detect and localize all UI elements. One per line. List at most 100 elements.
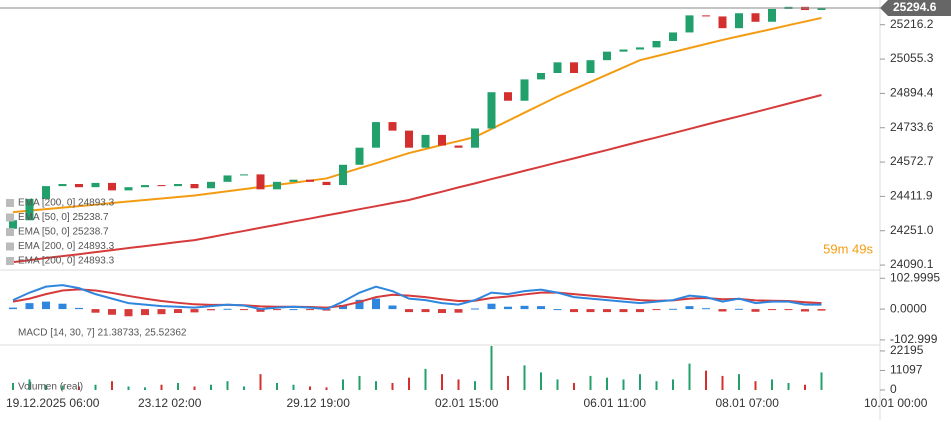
candle xyxy=(75,183,83,188)
candle xyxy=(322,181,331,186)
histogram-bar xyxy=(256,309,265,312)
x-tick-label: 29.12 19:00 xyxy=(287,396,351,410)
volume-bar xyxy=(424,368,427,390)
histogram-bar xyxy=(240,309,248,311)
x-tick-label: 08.01 07:00 xyxy=(716,396,780,410)
candle xyxy=(685,15,694,33)
histogram-bar xyxy=(306,309,314,311)
legend-entry: EMA [200, 0] 24893.3 xyxy=(18,256,115,267)
volume-bar xyxy=(28,379,31,390)
ema-line xyxy=(12,94,822,264)
y-tick-label: 25055.3 xyxy=(890,51,934,65)
histogram-bar xyxy=(372,298,380,310)
candle xyxy=(289,179,298,182)
volume-bar xyxy=(556,379,559,390)
x-tick-label: 02.01 15:00 xyxy=(435,396,499,410)
histogram-bar xyxy=(405,309,413,313)
volume-bar xyxy=(259,374,262,390)
histogram-bar xyxy=(25,303,34,310)
candle xyxy=(520,79,529,101)
last-price-label: 25294.6 xyxy=(893,0,937,14)
volume-bar xyxy=(160,384,163,390)
histogram-bar xyxy=(685,306,694,310)
volume-bar xyxy=(144,387,146,390)
volume-bar xyxy=(391,382,394,390)
candle xyxy=(504,92,512,101)
macd-line xyxy=(12,284,822,311)
legend-entry: EMA [200, 0] 24893.3 xyxy=(18,198,115,209)
histogram-bar xyxy=(438,309,446,313)
candle xyxy=(388,122,397,131)
candle xyxy=(306,179,314,182)
candle xyxy=(553,62,562,73)
histogram-bar xyxy=(388,305,397,310)
histogram-bar xyxy=(355,299,364,310)
volume-bar xyxy=(45,384,47,390)
histogram-bar xyxy=(42,301,50,310)
legend-icon xyxy=(6,213,14,222)
candle xyxy=(735,13,743,29)
candle xyxy=(339,164,347,186)
histogram-bar xyxy=(487,303,496,310)
volume-bar xyxy=(12,382,14,390)
histogram-bar xyxy=(768,309,776,311)
candle xyxy=(487,92,496,129)
volume-bar xyxy=(276,382,278,390)
histogram-bar xyxy=(751,309,760,312)
histogram-bar xyxy=(718,309,727,312)
volume-bar xyxy=(127,386,130,390)
candle xyxy=(586,60,595,73)
candle xyxy=(58,183,67,187)
histogram-bar xyxy=(91,309,100,313)
legend-icon xyxy=(6,199,14,207)
candle xyxy=(355,147,364,165)
histogram-bar xyxy=(471,308,479,310)
histogram-bar xyxy=(553,309,562,311)
y-tick-label: 24572.7 xyxy=(890,154,934,168)
histogram-bar xyxy=(603,309,611,313)
volume-bar xyxy=(507,375,509,390)
y-tick-label: 11097 xyxy=(890,363,923,377)
candle xyxy=(141,185,149,188)
candle xyxy=(223,175,232,182)
candle xyxy=(702,15,710,17)
y-tick-label: 24411.9 xyxy=(890,189,933,203)
volume-bar xyxy=(622,379,625,390)
candle xyxy=(25,198,34,221)
volume-bar xyxy=(111,381,113,390)
legend-entry: EMA [50, 0] 25238.7 xyxy=(18,212,109,223)
histogram-bar xyxy=(9,307,17,310)
volume-bar xyxy=(61,385,64,390)
volume-bar xyxy=(325,387,328,390)
candle xyxy=(405,130,413,148)
candle xyxy=(190,183,199,189)
candle xyxy=(718,16,727,29)
volume-bar xyxy=(639,374,641,390)
histogram-bar xyxy=(702,308,710,310)
histogram-bar xyxy=(520,305,529,310)
histogram-bar xyxy=(421,309,430,313)
histogram-bar xyxy=(652,309,661,311)
x-tick-label: 23.12 02:00 xyxy=(138,396,202,410)
legend-icon xyxy=(6,257,14,265)
volume-bar xyxy=(655,381,658,390)
ema-line xyxy=(12,16,822,214)
volume-bar xyxy=(243,386,245,390)
indicator-legend: Volumen (real) xyxy=(18,382,83,393)
candle xyxy=(817,7,826,11)
histogram-bar xyxy=(784,309,793,311)
candle xyxy=(372,122,380,148)
candle xyxy=(256,174,265,190)
candle xyxy=(652,40,661,48)
volume-bar xyxy=(705,370,707,390)
x-tick-label: 19.12.2025 06:00 xyxy=(6,396,100,410)
volume-bar xyxy=(606,377,608,390)
volume-bar xyxy=(457,379,460,390)
histogram-bar xyxy=(223,308,232,310)
histogram-bar xyxy=(141,309,149,316)
y-tick-label: 0 xyxy=(890,382,897,396)
candle xyxy=(454,145,463,148)
volume-bar xyxy=(721,375,724,390)
